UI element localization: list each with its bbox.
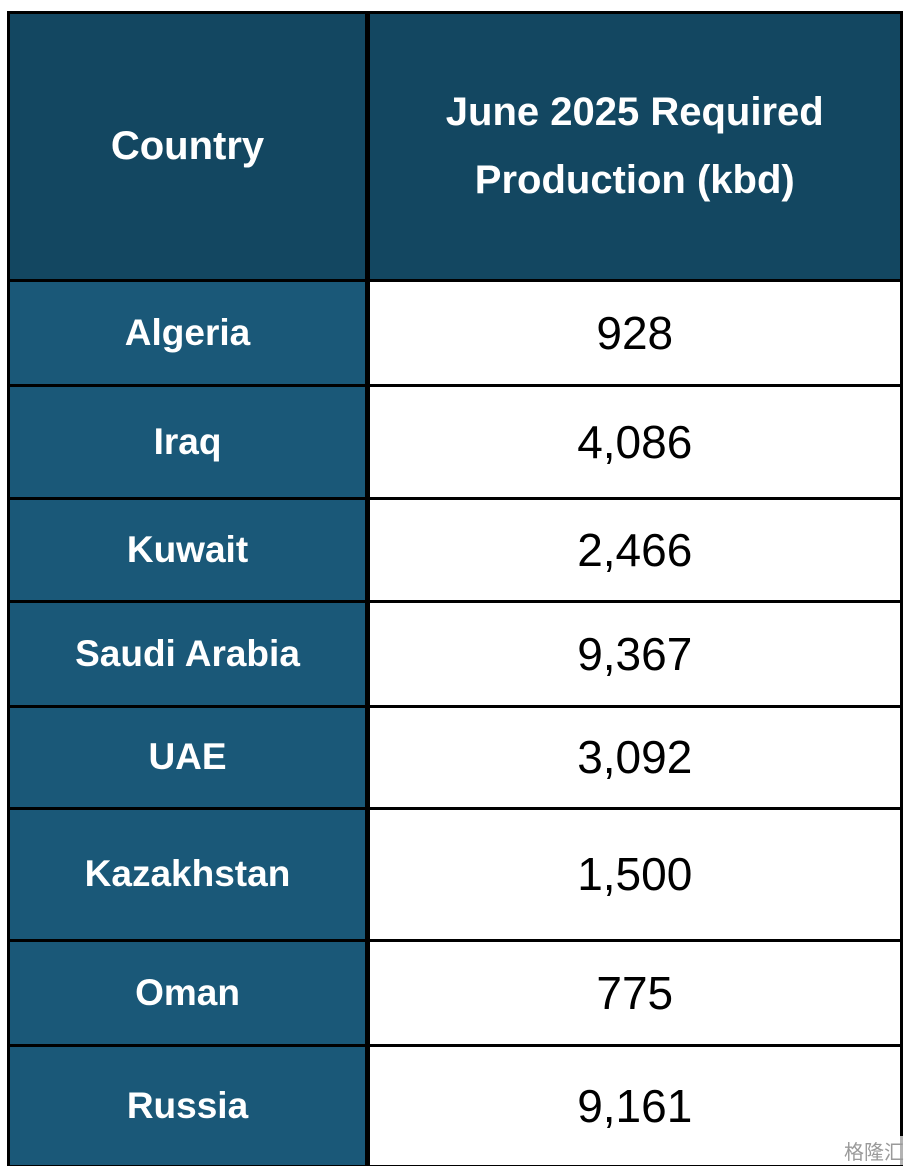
value-cell: 3,092 bbox=[369, 707, 900, 807]
value-cell: 2,466 bbox=[369, 499, 900, 600]
value-cell: 928 bbox=[369, 281, 900, 384]
country-cell: Kuwait bbox=[10, 499, 365, 600]
watermark: 格隆汇 bbox=[840, 1136, 908, 1165]
country-cell: UAE bbox=[10, 707, 365, 807]
country-cell: Saudi Arabia bbox=[10, 602, 365, 705]
value-cell: 4,086 bbox=[369, 386, 900, 497]
country-cell: Algeria bbox=[10, 281, 365, 384]
header-cell: Country bbox=[10, 14, 365, 279]
table: Country June 2025 Required Production (kb… bbox=[7, 11, 903, 1166]
country-cell: Kazakhstan bbox=[10, 809, 365, 939]
country-cell: Oman bbox=[10, 941, 365, 1044]
value-cell: 9,367 bbox=[369, 602, 900, 705]
header-cell: June 2025 Required Production (kbd) bbox=[369, 14, 900, 279]
value-cell: 775 bbox=[369, 941, 900, 1044]
country-cell: Iraq bbox=[10, 386, 365, 497]
value-cell: 1,500 bbox=[369, 809, 900, 939]
value-cell: 9,161 bbox=[369, 1046, 900, 1165]
country-cell: Russia bbox=[10, 1046, 365, 1165]
